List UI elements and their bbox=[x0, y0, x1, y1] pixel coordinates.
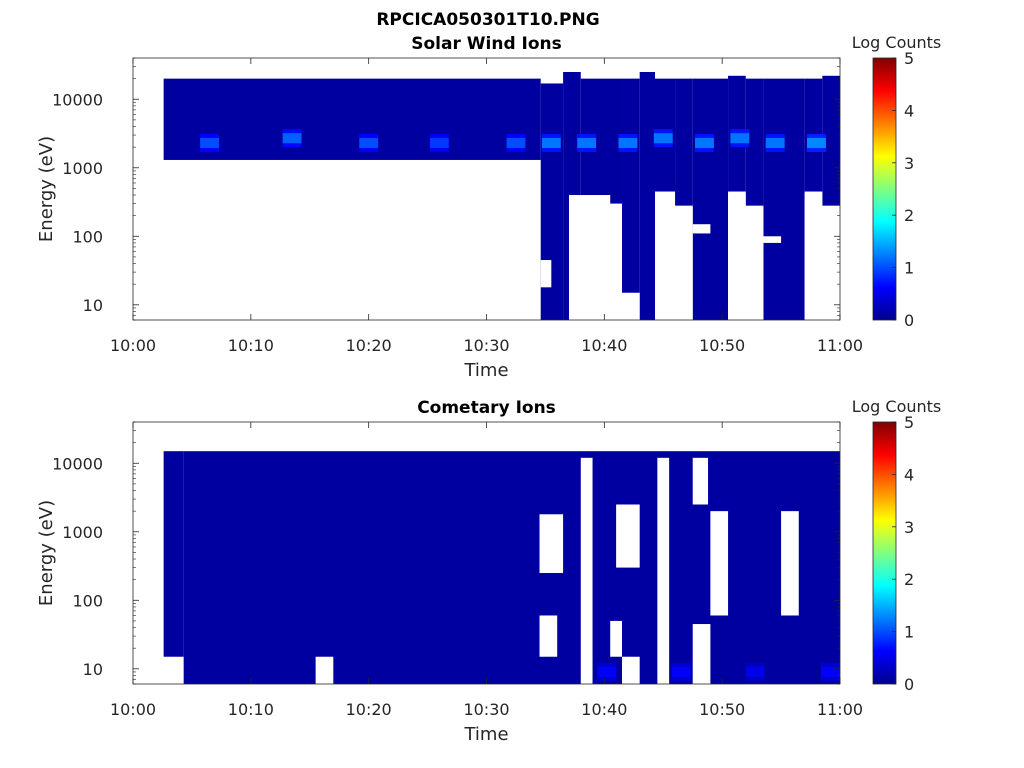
data-gap bbox=[610, 206, 623, 320]
data-gap bbox=[745, 206, 764, 320]
colorbar-tick-label: 3 bbox=[904, 154, 914, 173]
colorbar-tick-label: 1 bbox=[904, 259, 914, 278]
x-tick-label: 10:50 bbox=[699, 700, 745, 719]
x-tick-label: 10:40 bbox=[581, 700, 627, 719]
colorbar-label: Log Counts bbox=[852, 33, 942, 52]
data-gap bbox=[622, 292, 640, 320]
data-gap bbox=[781, 511, 799, 616]
colorbar-tick-label: 0 bbox=[904, 311, 914, 330]
data-peak bbox=[506, 137, 526, 148]
data-gap bbox=[616, 504, 640, 568]
data-gap bbox=[804, 192, 823, 320]
y-axis-label: Energy (eV) bbox=[36, 136, 57, 242]
data-peak bbox=[671, 666, 691, 677]
data-gap bbox=[610, 620, 623, 657]
chart-title: Cometary Ions bbox=[417, 398, 556, 418]
data-block bbox=[163, 451, 184, 657]
data-peak bbox=[429, 137, 449, 148]
data-peak bbox=[821, 666, 840, 677]
data-gap bbox=[657, 457, 670, 684]
colorbar-label: Log Counts bbox=[852, 397, 942, 416]
x-tick-label: 10:20 bbox=[346, 700, 392, 719]
x-tick-label: 10:40 bbox=[581, 336, 627, 355]
colorbar bbox=[872, 421, 897, 685]
data-gap bbox=[580, 457, 593, 684]
data-peak bbox=[653, 133, 673, 144]
data-peak bbox=[577, 137, 597, 148]
data-peak bbox=[807, 137, 826, 148]
data-peak bbox=[597, 666, 617, 677]
x-tick-label: 10:10 bbox=[228, 700, 274, 719]
data-block bbox=[183, 451, 840, 684]
y-tick-label: 1000 bbox=[62, 159, 103, 178]
data-block bbox=[763, 78, 805, 320]
data-block bbox=[745, 78, 764, 206]
x-axis-label: Time bbox=[463, 360, 508, 381]
data-peak bbox=[745, 666, 765, 677]
x-tick-label: 11:00 bbox=[817, 700, 863, 719]
colorbar-tick-label: 2 bbox=[904, 570, 914, 589]
data-peak bbox=[695, 137, 714, 148]
data-gap bbox=[692, 224, 711, 234]
x-tick-label: 10:10 bbox=[228, 336, 274, 355]
chart-title: Solar Wind Ions bbox=[411, 34, 562, 54]
colorbar-tick-label: 3 bbox=[904, 518, 914, 537]
data-peak bbox=[765, 137, 785, 148]
y-tick-label: 1000 bbox=[62, 523, 103, 542]
data-gap bbox=[622, 656, 640, 684]
data-gap bbox=[822, 206, 840, 320]
data-gap bbox=[540, 260, 552, 288]
data-block bbox=[622, 78, 640, 320]
data-gap bbox=[710, 511, 729, 616]
y-tick-label: 10 bbox=[83, 660, 103, 679]
y-tick-label: 10 bbox=[83, 296, 103, 315]
data-gap bbox=[692, 624, 711, 684]
figure-title: RPCICA050301T10.PNG bbox=[376, 10, 599, 30]
data-gap bbox=[692, 457, 709, 505]
x-tick-label: 11:00 bbox=[817, 336, 863, 355]
data-gap bbox=[655, 192, 676, 320]
data-peak bbox=[359, 137, 379, 148]
colorbar-tick-label: 2 bbox=[904, 206, 914, 225]
x-tick-label: 10:20 bbox=[346, 336, 392, 355]
data-gap bbox=[539, 514, 564, 574]
x-tick-label: 10:50 bbox=[699, 336, 745, 355]
data-peak bbox=[200, 137, 220, 148]
data-peak bbox=[541, 137, 561, 148]
colorbar-tick-label: 4 bbox=[904, 465, 914, 484]
y-tick-label: 100 bbox=[72, 591, 103, 610]
colorbar-tick-label: 0 bbox=[904, 675, 914, 694]
data-gap bbox=[568, 195, 611, 320]
data-peak bbox=[730, 133, 750, 144]
data-peak bbox=[282, 133, 302, 144]
x-tick-label: 10:00 bbox=[110, 336, 156, 355]
y-tick-label: 10000 bbox=[52, 454, 103, 473]
data-block bbox=[675, 78, 693, 206]
data-gap bbox=[728, 192, 746, 320]
chart-panel-1: Solar Wind Ions 10:00 10:10 10:20 10:30 10:40… bbox=[36, 33, 941, 381]
data-gap bbox=[539, 615, 558, 657]
y-tick-label: 100 bbox=[72, 227, 103, 246]
colorbar-tick-label: 4 bbox=[904, 101, 914, 120]
colorbar-tick-label: 1 bbox=[904, 623, 914, 642]
x-tick-label: 10:00 bbox=[110, 700, 156, 719]
colorbar-tick-label: 5 bbox=[904, 49, 914, 68]
y-axis-label: Energy (eV) bbox=[36, 500, 57, 606]
data-block bbox=[639, 71, 656, 321]
colorbar bbox=[872, 57, 897, 321]
x-axis-label: Time bbox=[463, 724, 508, 745]
data-peak bbox=[618, 137, 638, 148]
x-tick-label: 10:30 bbox=[463, 336, 509, 355]
x-tick-label: 10:30 bbox=[463, 700, 509, 719]
data-block bbox=[822, 75, 840, 206]
data-gap bbox=[675, 206, 693, 320]
y-tick-label: 10000 bbox=[52, 90, 103, 109]
colorbar-tick-label: 5 bbox=[904, 413, 914, 432]
data-gap bbox=[763, 236, 782, 243]
data-block bbox=[163, 78, 541, 160]
data-block bbox=[692, 78, 729, 320]
data-gap bbox=[315, 656, 334, 684]
